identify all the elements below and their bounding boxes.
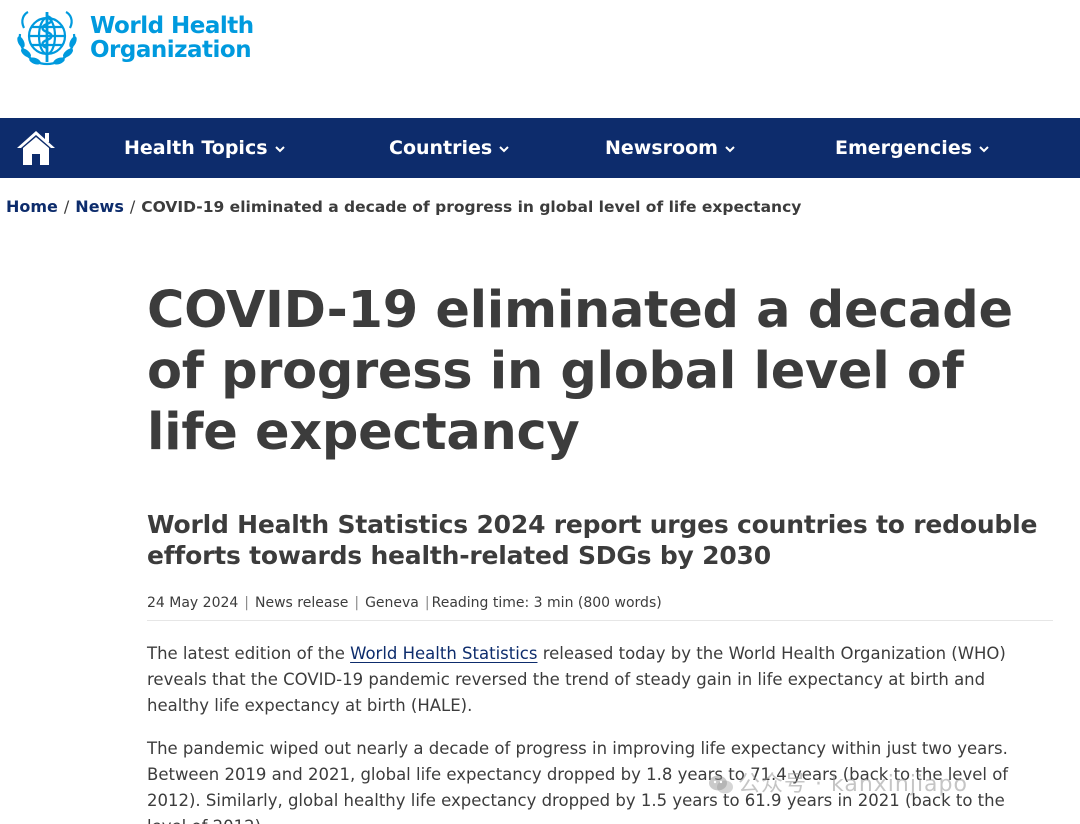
nav-health-topics[interactable]: Health Topics [124,118,286,178]
article-subtitle: World Health Statistics 2024 report urge… [147,510,1038,570]
breadcrumb: Home / News / COVID-19 eliminated a decade o… [6,197,801,216]
main-navbar: Health Topics Countries Newsroom Emergen… [0,118,1080,178]
logo-wordmark: World Health Organization [90,14,254,62]
home-button[interactable] [15,128,57,168]
article: COVID-19 eliminated a decade of progress… [147,280,1057,824]
chevron-down-icon [499,145,509,152]
chevron-down-icon [979,145,989,152]
p1-text-before: The latest edition of the [147,644,351,663]
wechat-icon [709,775,733,794]
watermark: 公众号 · kanxinjiapo [708,766,968,798]
article-reading-time: Reading time: 3 min (800 words) [431,595,662,611]
breadcrumb-separator: / [129,197,136,216]
article-location: Geneva [365,595,419,611]
nav-emergencies[interactable]: Emergencies [835,118,990,178]
chevron-down-icon [725,145,735,152]
article-paragraph-1: The latest edition of the World Health S… [147,641,1047,719]
nav-countries-label: Countries [389,137,493,159]
home-icon [17,131,55,165]
breadcrumb-home-link[interactable]: Home [6,197,58,216]
breadcrumb-news-link[interactable]: News [75,197,124,216]
p1-text-after: released today by the World Health Organ… [147,644,1006,715]
nav-newsroom-label: Newsroom [605,137,718,159]
breadcrumb-separator: / [63,197,70,216]
article-date: 24 May 2024 [147,595,239,611]
chevron-down-icon [274,145,285,152]
nav-health-topics-label: Health Topics [124,137,268,159]
breadcrumb-current: COVID-19 eliminated a decade of progress… [141,198,802,216]
site-header: World Health Organization [0,0,1080,118]
watermark-text: 公众号 · kanxinjiapo [738,772,968,797]
nav-emergencies-label: Emergencies [835,137,973,159]
logo-line-2: Organization [90,37,252,63]
who-emblem-icon [17,11,77,66]
world-health-statistics-link[interactable]: World Health Statistics [350,644,538,663]
logo-line-1: World Health [90,13,254,39]
article-meta: 24 May 2024 | News release | Geneva | Reading … [147,595,1053,621]
page-title: COVID-19 eliminated a decade of progress… [147,281,1013,462]
nav-newsroom[interactable]: Newsroom [605,118,736,178]
article-paragraph-2: The pandemic wiped out nearly a decade o… [147,739,1009,824]
nav-countries[interactable]: Countries [389,118,510,178]
article-type: News release [255,595,349,611]
who-logo[interactable]: World Health Organization [10,6,254,70]
